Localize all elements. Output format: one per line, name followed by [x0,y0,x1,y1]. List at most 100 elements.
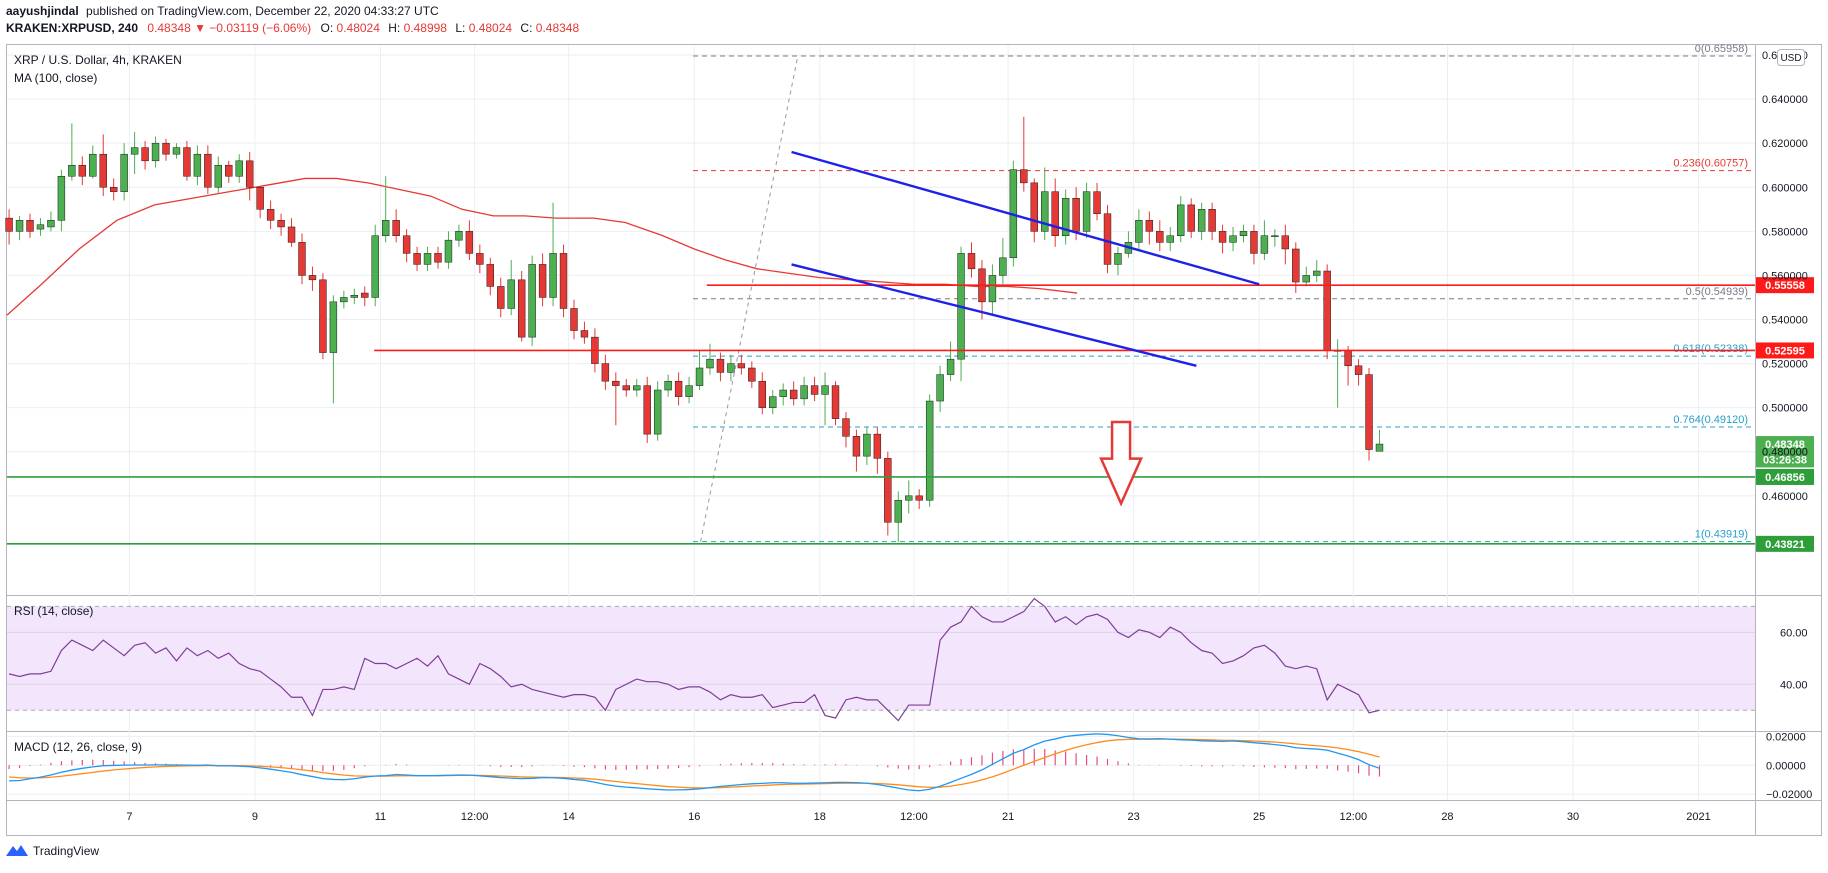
candle-body[interactable] [350,295,359,298]
down-arrow-annotation[interactable] [1099,420,1144,507]
candle-body[interactable] [1281,235,1290,250]
candle-body[interactable] [1061,198,1070,236]
candle-body[interactable] [559,253,568,309]
candle-body[interactable] [361,292,369,298]
candle-body[interactable] [277,220,285,228]
candle-body[interactable] [967,253,976,270]
candle-body[interactable] [580,330,589,338]
candle-body[interactable] [340,297,348,303]
candle-body[interactable] [1323,270,1331,351]
candle-body[interactable] [1208,209,1216,232]
candle-body[interactable] [266,209,275,221]
candle-body[interactable] [988,275,997,303]
candle-body[interactable] [1072,198,1080,232]
channel-upper-line[interactable] [791,150,1260,286]
candle-body[interactable] [925,400,934,501]
candle-body[interactable] [162,142,170,155]
candle-body[interactable] [235,160,243,177]
candle-body[interactable] [1260,235,1269,254]
candle-body[interactable] [392,220,400,236]
candle-body[interactable] [1292,248,1300,283]
candle-body[interactable] [172,147,181,155]
candle-body[interactable] [287,226,296,243]
candle-body[interactable] [298,242,306,276]
candle-body[interactable] [109,187,118,192]
candle-body[interactable] [664,380,672,391]
candle-body[interactable] [758,380,766,408]
candle-body[interactable] [685,385,693,397]
candle-body[interactable] [528,264,536,338]
candle-body[interactable] [1114,253,1122,265]
candle-body[interactable] [863,433,871,457]
candle-body[interactable] [15,220,24,232]
candle-body[interactable] [130,147,139,155]
candle-body[interactable] [1020,169,1028,184]
candle-body[interactable] [141,147,149,162]
candle-body[interactable] [329,301,338,353]
candle-body[interactable] [821,385,829,395]
candle-body[interactable] [570,308,578,331]
candle-body[interactable] [455,231,463,241]
candle-body[interactable] [1229,235,1237,243]
macd-legend[interactable]: MACD (12, 26, close, 9) [14,740,142,754]
candle-body[interactable] [549,253,557,298]
candle-body[interactable] [476,253,484,265]
candle-body[interactable] [1135,220,1143,243]
candle-body[interactable] [183,147,191,177]
candle-body[interactable] [517,279,526,338]
candle-body[interactable] [434,253,442,263]
rsi-legend[interactable]: RSI (14, close) [14,604,93,618]
candle-body[interactable] [381,220,390,236]
candle-body[interactable] [225,164,233,177]
candle-body[interactable] [89,153,97,177]
candle-body[interactable] [1145,220,1154,232]
candle-body[interactable] [57,175,66,221]
candle-body[interactable] [1197,209,1206,232]
candle-body[interactable] [999,257,1007,276]
candle-body[interactable] [1365,374,1373,450]
candle-body[interactable] [1041,191,1049,232]
candle-body[interactable] [800,385,808,400]
channel-lower-line[interactable] [791,263,1197,367]
candle-body[interactable] [831,385,840,419]
candle-body[interactable] [319,279,327,353]
candle-body[interactable] [1354,365,1363,375]
candle-body[interactable] [245,160,254,188]
candle-body[interactable] [643,385,651,435]
candle-body[interactable] [601,363,610,382]
candle-body[interactable] [633,385,641,391]
candle-body[interactable] [727,363,735,373]
candle-body[interactable] [308,275,317,281]
candle-body[interactable] [5,217,13,232]
candle-body[interactable] [1177,204,1185,236]
candle-body[interactable] [936,374,944,402]
candle-body[interactable] [852,436,861,457]
candle-body[interactable] [204,153,212,188]
candle-body[interactable] [674,380,683,397]
candle-body[interactable] [894,499,902,523]
candle-body[interactable] [99,153,107,188]
candle-body[interactable] [1093,191,1101,214]
tradingview-logo[interactable]: TradingView [6,844,99,858]
candle-body[interactable] [78,164,87,177]
candle-body[interactable] [371,235,379,298]
candle-body[interactable] [120,153,128,192]
candle-body[interactable] [538,264,547,298]
candle-body[interactable] [769,396,777,408]
candle-body[interactable] [737,363,746,369]
candle-body[interactable] [695,367,704,386]
candle-body[interactable] [444,239,453,263]
candle-body[interactable] [507,279,515,309]
candle-body[interactable] [1218,231,1227,243]
candle-body[interactable] [1344,350,1352,367]
candle-body[interactable] [1103,213,1112,265]
candle-body[interactable] [1250,231,1258,254]
candle-body[interactable] [915,495,923,501]
candle-body[interactable] [748,367,756,382]
candle-body[interactable] [151,142,160,162]
candle-body[interactable] [36,224,45,230]
candle-body[interactable] [1051,191,1059,236]
candle-body[interactable] [842,418,850,437]
candle-body[interactable] [1166,235,1174,243]
